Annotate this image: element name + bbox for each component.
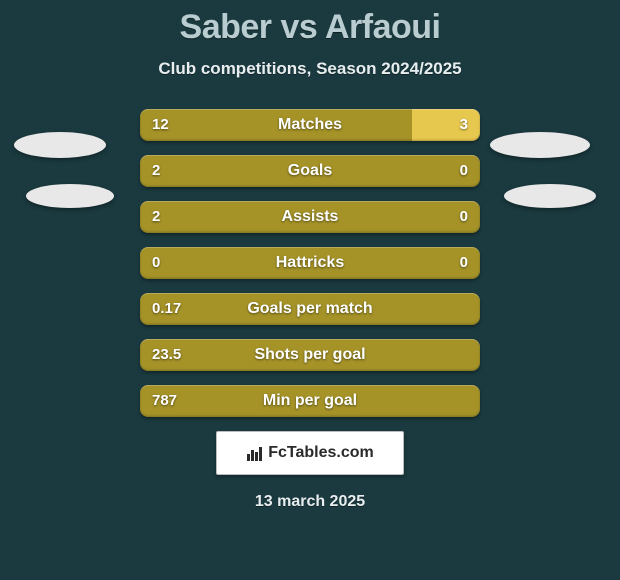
player-photo-placeholder (14, 132, 106, 158)
player-photo-placeholder (504, 184, 596, 208)
stat-row: Matches123 (140, 109, 480, 141)
stat-bar-left-segment (140, 293, 480, 325)
stat-bar-track (140, 339, 480, 371)
stat-row: Hattricks00 (140, 247, 480, 279)
stat-bar-track (140, 109, 480, 141)
stat-bar-track (140, 247, 480, 279)
brand-logo-text: FcTables.com (268, 444, 374, 462)
stat-row: Goals20 (140, 155, 480, 187)
stat-bar-left-segment (140, 339, 480, 371)
player-photo-placeholder (490, 132, 590, 158)
stat-row: Min per goal787 (140, 385, 480, 417)
chart-bars-icon (246, 444, 264, 462)
stat-bar-left-segment (140, 155, 480, 187)
stat-bar-left-segment (140, 247, 480, 279)
stat-row: Shots per goal23.5 (140, 339, 480, 371)
player-photo-placeholder (26, 184, 114, 208)
brand-logo-box[interactable]: FcTables.com (216, 431, 404, 475)
stat-bar-track (140, 201, 480, 233)
stat-bar-left-segment (140, 385, 480, 417)
stat-bar-track (140, 155, 480, 187)
stat-bar-track (140, 293, 480, 325)
stat-bar-right-segment (412, 109, 480, 141)
page-title: Saber vs Arfaoui (0, 8, 620, 47)
stat-row: Goals per match0.17 (140, 293, 480, 325)
stat-row: Assists20 (140, 201, 480, 233)
stat-bar-left-segment (140, 201, 480, 233)
page-subtitle: Club competitions, Season 2024/2025 (0, 59, 620, 79)
stat-bar-track (140, 385, 480, 417)
page-date: 13 march 2025 (0, 493, 620, 511)
stat-bar-left-segment (140, 109, 412, 141)
brand-logo: FcTables.com (246, 444, 374, 462)
